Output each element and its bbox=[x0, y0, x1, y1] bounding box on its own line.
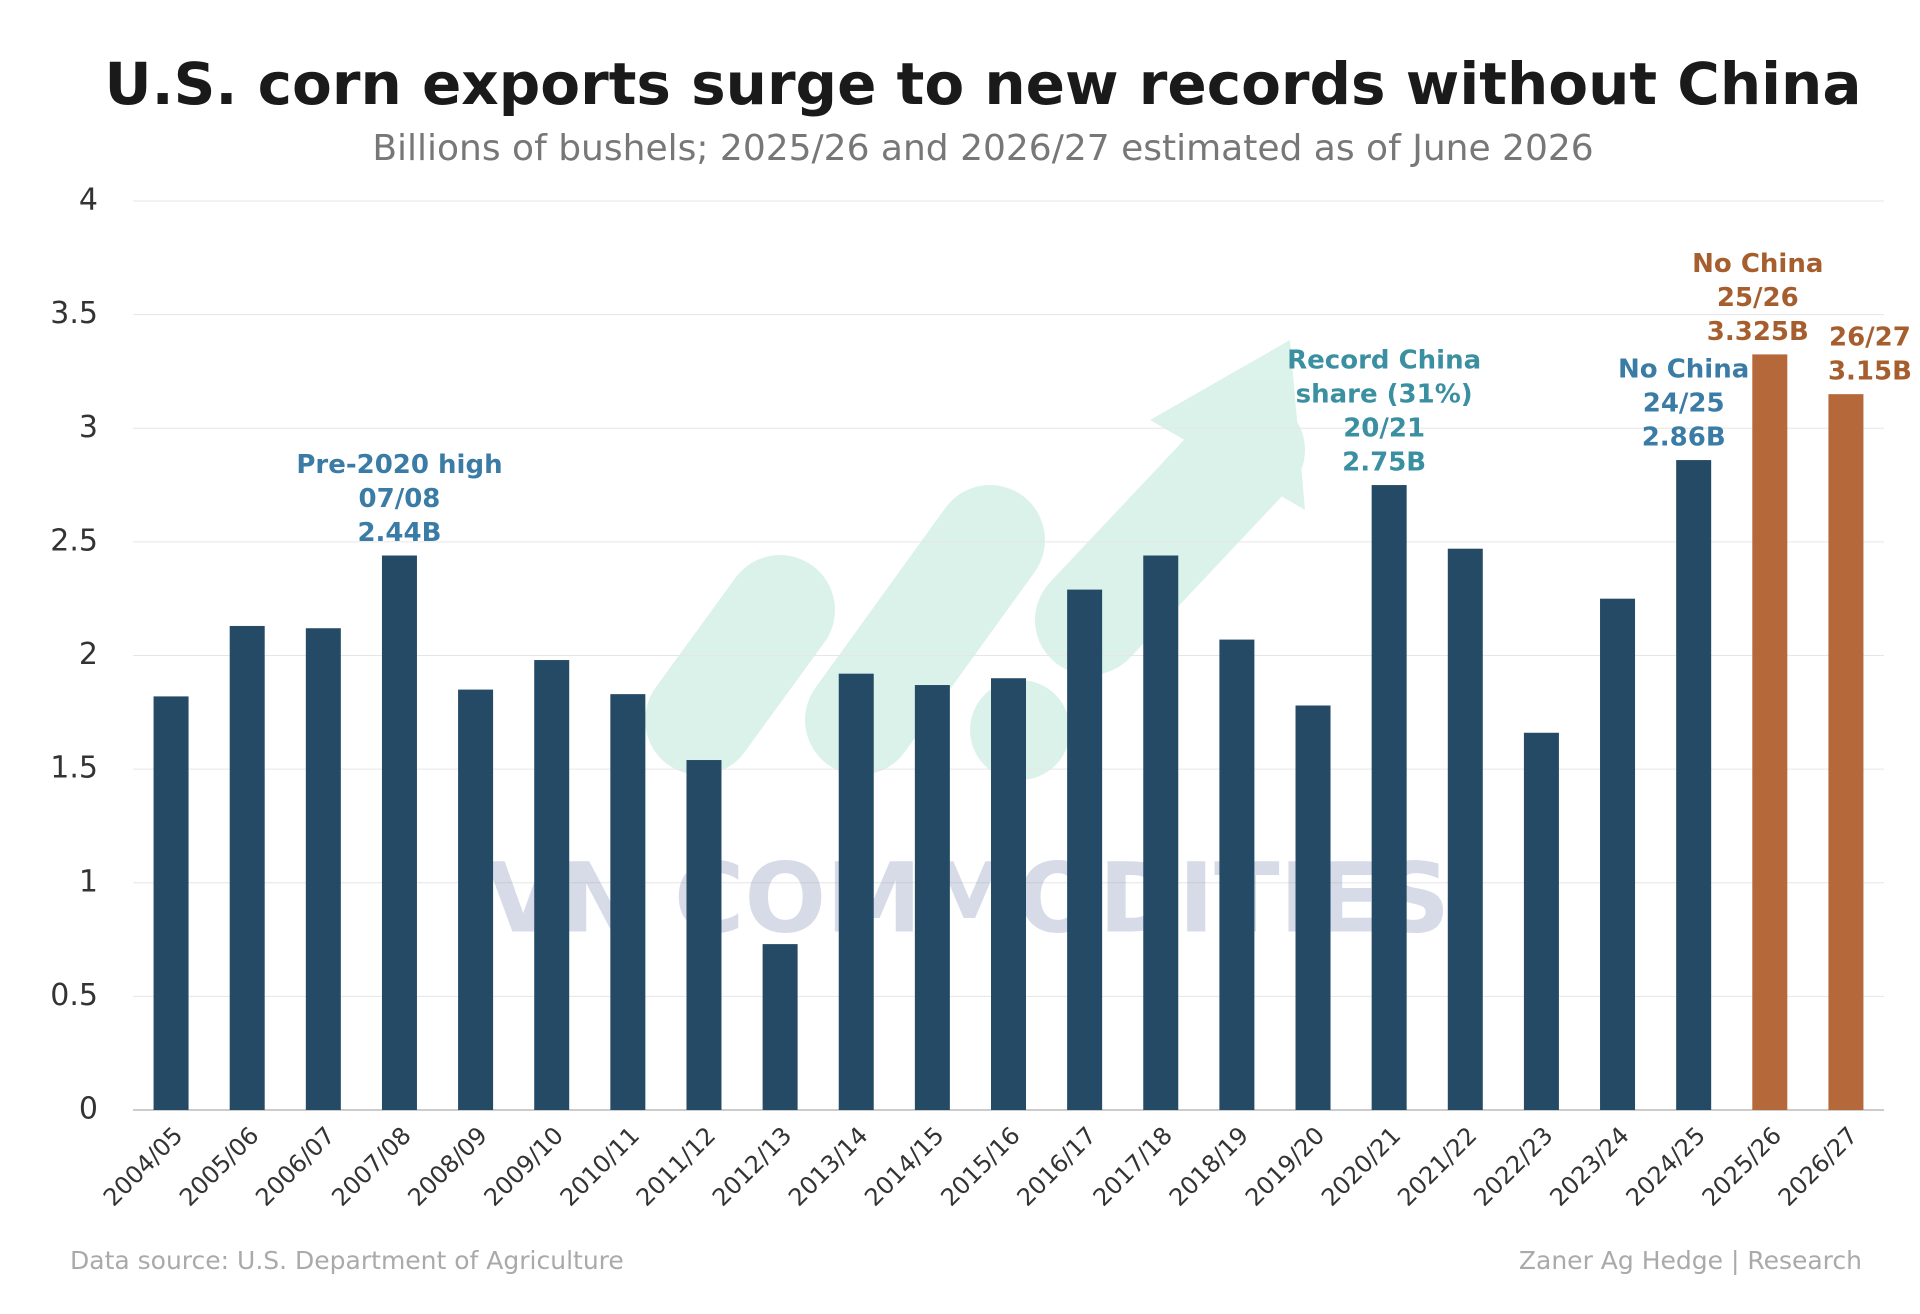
annotation-line: share (31%) bbox=[1296, 380, 1473, 410]
bar bbox=[1600, 598, 1636, 1110]
annotation-line: No China bbox=[1618, 355, 1749, 385]
chart-subtitle: Billions of bushels; 2025/26 and 2026/27… bbox=[372, 128, 1593, 169]
x-tick-label: 2008/09 bbox=[402, 1121, 492, 1211]
bar bbox=[458, 689, 494, 1110]
x-tick-label: 2004/05 bbox=[98, 1121, 188, 1211]
x-tick-label: 2016/17 bbox=[1012, 1121, 1102, 1211]
annotation-line: 2.86B bbox=[1642, 423, 1726, 453]
bar bbox=[914, 685, 950, 1110]
bar bbox=[381, 555, 417, 1110]
bar bbox=[1143, 555, 1179, 1110]
x-tick-label: 2024/25 bbox=[1621, 1121, 1711, 1211]
y-tick-label: 2 bbox=[79, 637, 98, 672]
decoration-arrow bbox=[645, 340, 1305, 780]
x-tick-label: 2017/18 bbox=[1088, 1121, 1178, 1211]
annotation-line: 3.325B bbox=[1707, 317, 1809, 347]
y-tick-label: 0 bbox=[79, 1092, 98, 1127]
annotation-line: 2.75B bbox=[1342, 448, 1426, 478]
x-tick-label: 2007/08 bbox=[326, 1121, 416, 1211]
bar bbox=[153, 696, 189, 1110]
bar bbox=[838, 673, 874, 1110]
bar bbox=[1828, 394, 1864, 1111]
x-tick-label: 2012/13 bbox=[707, 1121, 797, 1211]
bar bbox=[1523, 732, 1559, 1110]
watermark: VN COMMODITIES bbox=[486, 842, 1450, 954]
bar bbox=[991, 678, 1026, 1110]
y-tick-label: 4 bbox=[79, 183, 98, 218]
y-tick-label: 3.5 bbox=[50, 296, 98, 331]
chart-title: U.S. corn exports surge to new records w… bbox=[105, 50, 1862, 118]
bar bbox=[762, 944, 798, 1110]
annotation-line: 3.15B bbox=[1828, 357, 1912, 387]
bar bbox=[229, 625, 265, 1110]
x-tick-label: 2005/06 bbox=[174, 1121, 264, 1211]
bar bbox=[1067, 589, 1103, 1110]
x-tick-label: 2013/14 bbox=[783, 1121, 873, 1211]
bar bbox=[1676, 460, 1712, 1110]
annotation-line: 20/21 bbox=[1343, 414, 1425, 444]
annotation-line: Record China bbox=[1287, 346, 1481, 376]
x-tick-label: 2010/11 bbox=[555, 1121, 645, 1211]
y-tick-label: 1.5 bbox=[50, 751, 98, 786]
y-tick-label: 3 bbox=[79, 410, 98, 445]
source-note: Data source: U.S. Department of Agricult… bbox=[70, 1246, 624, 1275]
x-tick-label: 2025/26 bbox=[1697, 1121, 1787, 1211]
annotation-line: 24/25 bbox=[1643, 389, 1725, 419]
x-tick-label: 2020/21 bbox=[1316, 1121, 1406, 1211]
bar bbox=[610, 694, 646, 1110]
x-tick-label: 2018/19 bbox=[1164, 1121, 1254, 1211]
annotation-line: 2.44B bbox=[357, 518, 441, 548]
y-tick-label: 2.5 bbox=[50, 523, 98, 558]
credit-note: Zaner Ag Hedge | Research bbox=[1519, 1246, 1862, 1275]
x-tick-label: 2022/23 bbox=[1468, 1121, 1558, 1211]
annotation-line: 26/27 bbox=[1829, 323, 1911, 353]
annotation-line: 07/08 bbox=[359, 484, 441, 514]
bar bbox=[1219, 639, 1255, 1110]
bar bbox=[1371, 485, 1407, 1110]
x-tick-label: 2021/22 bbox=[1392, 1121, 1482, 1211]
x-tick-label: 2011/12 bbox=[631, 1121, 721, 1211]
bar bbox=[534, 660, 570, 1110]
y-tick-label: 0.5 bbox=[50, 978, 98, 1013]
x-tick-label: 2014/15 bbox=[859, 1121, 949, 1211]
x-tick-label: 2015/16 bbox=[935, 1121, 1025, 1211]
annotation-line: 25/26 bbox=[1717, 283, 1799, 313]
x-tick-label: 2023/24 bbox=[1544, 1121, 1634, 1211]
x-tick-label: 2009/10 bbox=[479, 1121, 569, 1211]
bar bbox=[1752, 354, 1788, 1110]
x-tick-label: 2006/07 bbox=[250, 1121, 340, 1211]
bar bbox=[1447, 548, 1483, 1110]
annotation-line: No China bbox=[1692, 249, 1823, 279]
bar bbox=[305, 628, 341, 1110]
x-tick-label: 2026/27 bbox=[1773, 1121, 1863, 1211]
y-tick-label: 1 bbox=[79, 864, 98, 899]
annotation-line: Pre-2020 high bbox=[296, 450, 502, 480]
bar bbox=[1295, 705, 1331, 1110]
bar bbox=[686, 760, 722, 1110]
x-tick-label: 2019/20 bbox=[1240, 1121, 1330, 1211]
